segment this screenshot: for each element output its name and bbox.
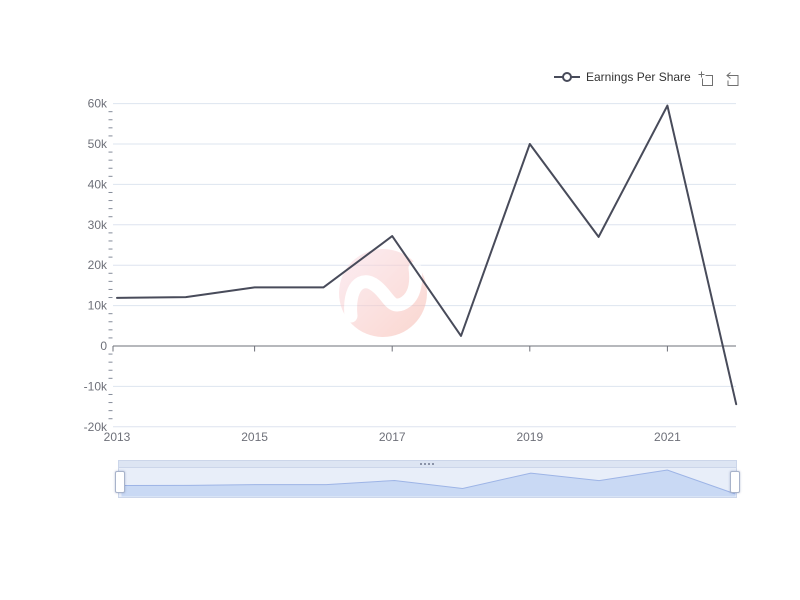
box-zoom-icon <box>698 71 713 86</box>
watermark-logo-icon <box>339 249 427 337</box>
toolbox-datazoom-button[interactable] <box>698 70 715 87</box>
svg-text:60k: 60k <box>88 97 108 111</box>
svg-text:40k: 40k <box>88 177 108 191</box>
svg-text:0: 0 <box>100 339 107 353</box>
svg-text:2013: 2013 <box>104 430 131 444</box>
svg-text:-10k: -10k <box>84 379 108 393</box>
legend-item-earnings-per-share[interactable]: Earnings Per Share <box>554 68 691 86</box>
datazoom-left-handle[interactable] <box>115 471 125 493</box>
svg-text:2017: 2017 <box>379 430 406 444</box>
restore-arrow-icon <box>726 71 739 86</box>
datazoom-right-handle[interactable] <box>730 471 740 493</box>
toolbox <box>698 70 741 87</box>
axes: 2013 2015 2017 2019 2021 <box>104 345 736 444</box>
svg-text:2019: 2019 <box>516 430 543 444</box>
svg-text:20k: 20k <box>88 258 108 272</box>
datazoom-move-handle[interactable] <box>119 461 736 468</box>
toolbox-restore-button[interactable] <box>724 70 741 87</box>
legend-label: Earnings Per Share <box>586 70 691 84</box>
svg-text:-20k: -20k <box>84 420 108 434</box>
datazoom-data-shadow <box>121 469 736 497</box>
svg-text:50k: 50k <box>88 137 108 151</box>
legend-line-circle-marker-icon <box>554 72 580 82</box>
svg-text:2015: 2015 <box>241 430 268 444</box>
grid-lines: 60k 50k 40k 30k 20k 10k 0 -10k -20k <box>84 97 736 434</box>
svg-text:10k: 10k <box>88 299 108 313</box>
series-line <box>116 104 738 406</box>
svg-text:30k: 30k <box>88 218 108 232</box>
drag-dots-icon <box>419 463 436 465</box>
svg-text:2021: 2021 <box>654 430 681 444</box>
datazoom-slider[interactable] <box>115 460 740 498</box>
